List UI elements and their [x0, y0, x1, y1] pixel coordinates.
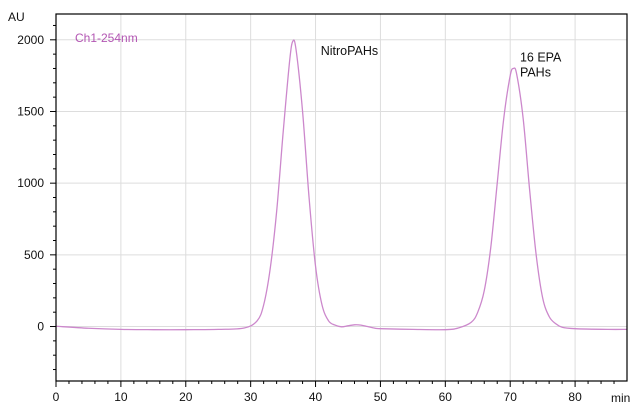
x-tick-label: 70: [504, 390, 518, 404]
x-tick-label: 50: [374, 390, 388, 404]
chromatogram-trace: [55, 39, 628, 331]
label-layer: AU min Ch1-254nm 0 10 20 30 40 50 60 70 80 0 500 10…: [8, 10, 630, 405]
x-tick-label: 30: [244, 390, 258, 404]
y-axis-unit-label: AU: [8, 10, 25, 24]
frame-layer: [50, 13, 628, 387]
peak-annotation-line: NitroPAHs: [321, 44, 378, 58]
x-tick-label: 60: [439, 390, 453, 404]
x-tick-label: 80: [568, 390, 582, 404]
y-tick-label: 1500: [17, 104, 44, 118]
x-tick-label: 0: [53, 390, 60, 404]
peak-annotation: 16 EPA PAHs: [520, 50, 562, 79]
series-label: Ch1-254nm: [75, 31, 138, 45]
peak-annotation-line: 16 EPA: [520, 50, 562, 64]
peak-annotation: NitroPAHs: [321, 44, 378, 58]
x-tick-label: 20: [179, 390, 193, 404]
trace-layer: [55, 39, 628, 331]
y-tick-label: 0: [37, 320, 44, 334]
peak-annotation-line: PAHs: [520, 65, 551, 79]
y-tick-label: 500: [24, 248, 44, 262]
x-axis-unit-label: min: [611, 391, 630, 405]
x-tick-label: 10: [114, 390, 128, 404]
plot-frame: [55, 13, 628, 382]
x-tick-label: 40: [309, 390, 323, 404]
y-tick-label: 1000: [17, 176, 44, 190]
y-tick-label: 2000: [17, 33, 44, 47]
